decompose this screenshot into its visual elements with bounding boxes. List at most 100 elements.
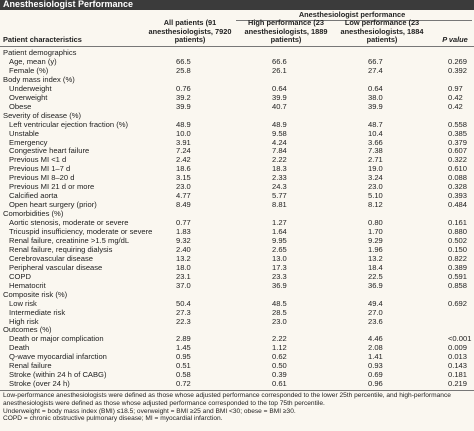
cell: 4.24 <box>272 137 287 147</box>
cell: 0.51 <box>176 361 191 371</box>
cell: 18.3 <box>272 164 287 174</box>
cell: <0.001 <box>448 334 472 344</box>
cell: 49.4 <box>368 298 383 308</box>
cell: 9.58 <box>272 128 287 138</box>
cell: 4.46 <box>368 334 383 344</box>
cell: 0.97 <box>448 83 463 93</box>
table-title: Anesthesiologist Performance <box>0 0 474 10</box>
cell: 0.62 <box>272 352 287 362</box>
cell: 0.392 <box>448 65 468 75</box>
cell: 0.484 <box>448 200 468 210</box>
cell: 0.328 <box>448 182 468 192</box>
cell: 0.393 <box>448 191 468 201</box>
cell: 9.29 <box>368 235 383 245</box>
cell: 2.42 <box>176 155 191 165</box>
row-label: COPD <box>9 271 31 281</box>
col-header: Low performance (23 anesthesiologists, 1… <box>340 18 424 44</box>
cell: 13.0 <box>272 253 287 263</box>
cell: 2.22 <box>272 155 287 165</box>
cell: 2.71 <box>368 155 383 165</box>
cell: 8.81 <box>272 200 287 210</box>
cell: 3.91 <box>176 137 191 147</box>
row-label: Renal failure, requiring dialysis <box>9 244 113 254</box>
cell: 23.6 <box>368 316 383 326</box>
cell: 2.22 <box>272 334 287 344</box>
row-label: Congestive heart failure <box>9 146 90 156</box>
cell: 0.143 <box>448 361 468 371</box>
cell: 3.24 <box>368 173 383 183</box>
cell: 0.880 <box>448 227 468 236</box>
cell: 9.95 <box>272 235 287 245</box>
cell: 0.150 <box>448 244 468 254</box>
cell: 7.24 <box>176 146 191 156</box>
row-label: Open heart surgery (prior) <box>9 200 97 210</box>
cell: 48.9 <box>176 119 191 129</box>
cell: 0.389 <box>448 262 468 272</box>
cell: 23.0 <box>368 182 383 192</box>
cell: 1.27 <box>272 218 287 228</box>
cell: 66.5 <box>176 56 191 66</box>
row-label: Obese <box>9 101 32 111</box>
cell: 0.181 <box>448 370 468 380</box>
cell: 10.4 <box>368 128 383 138</box>
cell: 0.822 <box>448 253 468 263</box>
cell: 18.4 <box>368 262 383 272</box>
cell: 0.558 <box>448 119 468 129</box>
row-label: Emergency <box>9 137 48 147</box>
cell: 0.72 <box>176 379 191 389</box>
row-label: Previous MI 1–7 d <box>9 164 71 174</box>
cell: 26.1 <box>272 65 287 75</box>
cell: 0.96 <box>368 379 383 389</box>
col-header: Patient characteristics <box>3 35 82 44</box>
row-label: Left ventricular ejection fraction (%) <box>9 119 129 129</box>
row-label: Renal failure, creatinine >1.5 mg/dL <box>9 235 130 245</box>
cell: 39.9 <box>272 92 287 102</box>
cell: 39.2 <box>176 92 191 102</box>
cell: 18.6 <box>176 164 191 174</box>
cell: 1.64 <box>272 227 287 236</box>
col-header: All patients (91 anesthesiologists, 7920… <box>148 18 232 44</box>
row-label: Renal failure <box>9 361 52 371</box>
cell: 0.76 <box>176 83 191 93</box>
row-label: Peripheral vascular disease <box>9 262 103 272</box>
row-label: Intermediate risk <box>9 307 66 317</box>
cell: 2.65 <box>272 244 287 254</box>
row-label: Overweight <box>9 92 48 102</box>
cell: 0.77 <box>176 218 191 228</box>
cell: 1.12 <box>272 343 287 353</box>
cell: 13.2 <box>368 253 383 263</box>
cell: 0.42 <box>448 101 463 111</box>
cell: 0.161 <box>448 218 468 228</box>
cell: 48.5 <box>272 298 287 308</box>
cell: 0.61 <box>272 379 287 389</box>
cell: 27.4 <box>368 65 383 75</box>
cell: 0.013 <box>448 352 468 362</box>
row-label: High risk <box>9 316 39 326</box>
row-label: Calcified aorta <box>9 191 58 201</box>
cell: 18.0 <box>176 262 191 272</box>
cell: 8.12 <box>368 200 383 210</box>
cell: 5.10 <box>368 191 383 201</box>
cell: 17.3 <box>272 262 287 272</box>
cell: 3.15 <box>176 173 191 183</box>
cell: 0.93 <box>368 361 383 371</box>
row-label: Aortic stenosis, moderate or severe <box>9 218 129 228</box>
cell: 1.96 <box>368 244 383 254</box>
cell: 23.0 <box>176 182 191 192</box>
cell: 1.83 <box>176 227 191 236</box>
cell: 4.77 <box>176 191 191 201</box>
cell: 66.7 <box>368 56 383 66</box>
row-label: Hematocrit <box>9 280 46 290</box>
cell: 1.41 <box>368 352 383 362</box>
cell: 9.32 <box>176 235 191 245</box>
rule <box>0 390 474 391</box>
cell: 22.5 <box>368 271 383 281</box>
cell: 24.3 <box>272 182 287 192</box>
section-label: Comorbidities (%) <box>3 209 64 219</box>
rule <box>236 20 472 21</box>
row-label: Unstable <box>9 128 39 138</box>
row-label: Cerebrovascular disease <box>9 253 93 263</box>
cell: 38.0 <box>368 92 383 102</box>
row-label: Stroke (within 24 h of CABG) <box>9 370 107 380</box>
cell: 66.6 <box>272 56 287 66</box>
